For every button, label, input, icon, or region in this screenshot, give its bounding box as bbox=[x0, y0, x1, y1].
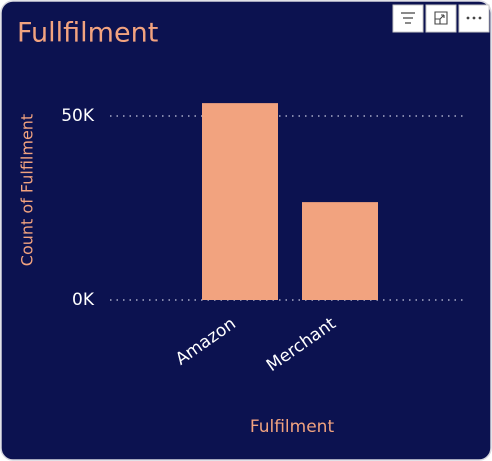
y-axis-label: Count of Fulfilment bbox=[18, 114, 37, 266]
more-button[interactable] bbox=[458, 4, 490, 33]
dot bbox=[472, 16, 476, 20]
y-tick-label: 50K bbox=[61, 106, 95, 126]
dot bbox=[466, 16, 470, 20]
filter-button[interactable] bbox=[392, 4, 424, 33]
bar bbox=[302, 202, 378, 300]
y-tick-label: 0K bbox=[72, 290, 95, 310]
dot bbox=[478, 16, 482, 20]
chart-title: Fullfilment bbox=[17, 18, 158, 49]
filter-icon bbox=[401, 12, 415, 24]
bar bbox=[202, 103, 278, 301]
focus-icon bbox=[434, 11, 448, 25]
focus-button[interactable] bbox=[425, 4, 457, 33]
x-axis-label: Fulfilment bbox=[250, 417, 335, 437]
